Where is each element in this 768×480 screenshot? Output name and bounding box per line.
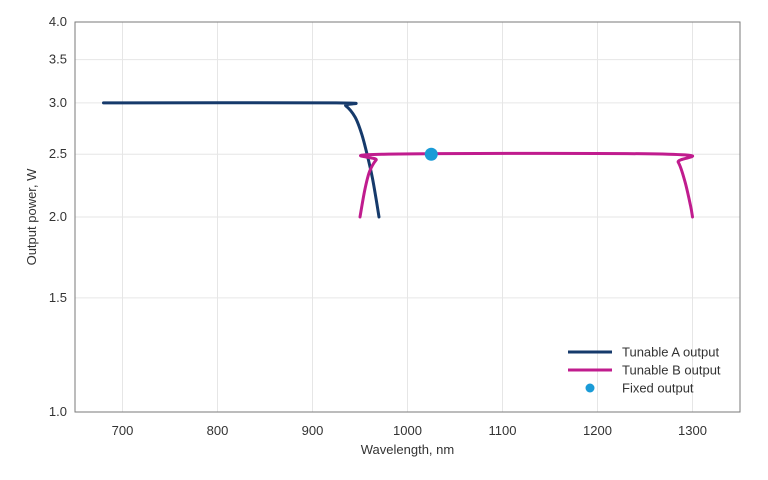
y-tick-label: 2.0 bbox=[49, 209, 67, 224]
x-tick-label: 1200 bbox=[583, 423, 612, 438]
series-line-tunable-a-output bbox=[102, 101, 381, 219]
y-tick-label: 1.5 bbox=[49, 290, 67, 305]
legend: Tunable A output Tunable B output Fixed ou… bbox=[568, 345, 721, 396]
y-tick-labels: 1.0 1.5 2.0 2.5 3.0 3.5 4.0 bbox=[49, 14, 67, 419]
x-tick-label: 900 bbox=[302, 423, 324, 438]
series-line-tunable-b-output bbox=[358, 151, 695, 219]
x-tick-label: 1100 bbox=[489, 423, 517, 438]
y-axis-title: Output power, W bbox=[24, 168, 39, 266]
legend-label-tunable-a-output: Tunable A output bbox=[622, 345, 719, 360]
legend-label-tunable-b-output: Tunable B output bbox=[622, 363, 721, 378]
series-layer bbox=[102, 101, 695, 219]
y-tick-label: 1.0 bbox=[49, 404, 67, 419]
x-axis-title: Wavelength, nm bbox=[361, 442, 454, 457]
x-tick-label: 700 bbox=[112, 423, 134, 438]
y-tick-label: 3.5 bbox=[49, 52, 67, 67]
data-point-fixed-output bbox=[424, 147, 438, 161]
y-tick-label: 3.0 bbox=[49, 95, 67, 110]
x-tick-labels: 700 800 900 1000 1100 1200 1300 bbox=[112, 423, 707, 438]
plot-frame bbox=[74, 21, 741, 413]
legend-swatch-fixed-output bbox=[585, 383, 595, 393]
x-tick-label: 800 bbox=[207, 423, 229, 438]
y-tick-label: 4.0 bbox=[49, 14, 67, 29]
x-tick-label: 1300 bbox=[678, 423, 707, 438]
y-tick-label: 2.5 bbox=[49, 146, 67, 161]
legend-label-fixed-output: Fixed output bbox=[622, 381, 694, 396]
x-tick-label: 1000 bbox=[393, 423, 422, 438]
